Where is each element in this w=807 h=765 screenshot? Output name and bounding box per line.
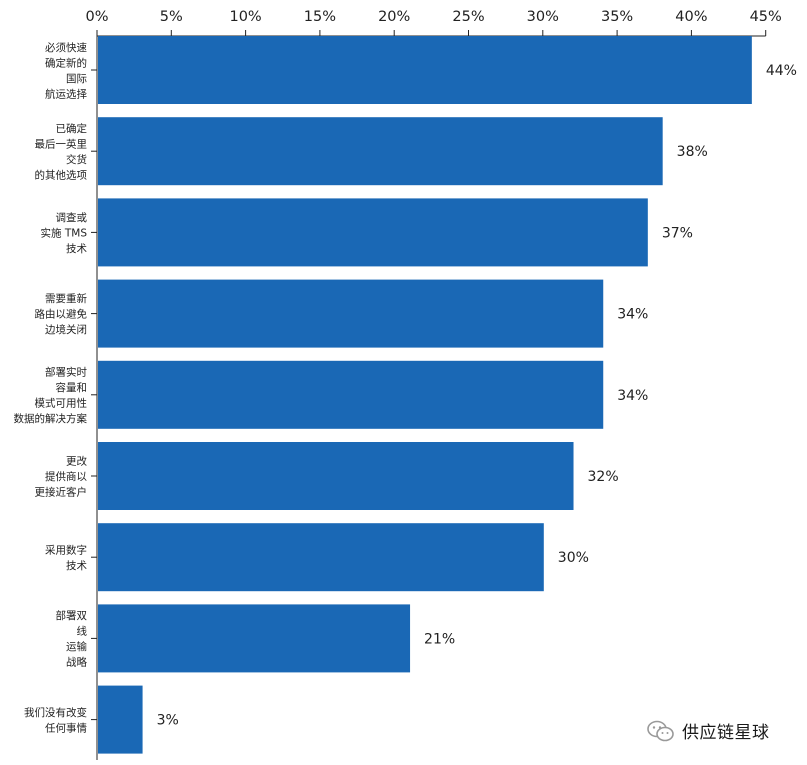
data-label: 37% bbox=[662, 225, 693, 241]
x-tick-label: 0% bbox=[85, 9, 108, 25]
x-tick-label: 15% bbox=[304, 9, 336, 25]
x-tick-label: 35% bbox=[601, 9, 633, 25]
watermark-text: 供应链星球 bbox=[682, 723, 770, 743]
x-axis: 0% 5% 10% 15% 20% 25% 30% 35% 40% 45% bbox=[85, 9, 782, 760]
watermark: 供应链星球 bbox=[646, 718, 770, 743]
bar bbox=[98, 117, 663, 186]
category-label: 部署实时容量和模式可用性数据的解决方案 bbox=[14, 366, 88, 426]
x-tick-label: 25% bbox=[452, 9, 484, 25]
category-label: 我们没有改变任何事情 bbox=[24, 706, 87, 735]
bar bbox=[98, 279, 604, 348]
x-tick-label: 10% bbox=[229, 9, 261, 25]
category-label: 必须快速确定新的国际航运选择 bbox=[45, 41, 87, 101]
bar bbox=[98, 442, 574, 510]
x-tick-label: 20% bbox=[378, 9, 410, 25]
category-label: 采用数字技术 bbox=[45, 543, 87, 572]
data-label: 21% bbox=[424, 631, 455, 647]
category-label: 调查或实施 TMS 技术 bbox=[41, 211, 88, 255]
bar bbox=[98, 198, 648, 267]
x-tick-label: 5% bbox=[160, 9, 183, 25]
data-label: 38% bbox=[677, 144, 708, 160]
category-label: 需要重新路由以避免边境关闭 bbox=[35, 292, 88, 336]
bar bbox=[98, 604, 411, 673]
x-tick-label: 45% bbox=[750, 9, 782, 25]
category-label: 部署双线运输战略 bbox=[56, 609, 88, 669]
x-tick-label: 30% bbox=[527, 9, 559, 25]
data-label: 3% bbox=[157, 713, 179, 729]
x-tick-label: 40% bbox=[675, 9, 707, 25]
data-label: 30% bbox=[558, 550, 589, 566]
wechat-icon bbox=[647, 720, 674, 741]
data-label: 34% bbox=[617, 388, 648, 404]
bar bbox=[98, 685, 143, 754]
data-label: 44% bbox=[766, 63, 797, 79]
data-label: 34% bbox=[617, 307, 648, 323]
category-label: 更改提供商以更接近客户 bbox=[35, 455, 88, 499]
category-label: 已确定最后一英里交货的其他选项 bbox=[35, 122, 88, 182]
data-labels: 44% 38% 37% 34% 34% 32% 30% 21% 3% bbox=[157, 63, 797, 729]
bar bbox=[98, 36, 752, 104]
data-label: 32% bbox=[588, 469, 619, 485]
bars bbox=[98, 36, 752, 754]
bar bbox=[98, 523, 544, 592]
bar bbox=[98, 360, 604, 429]
